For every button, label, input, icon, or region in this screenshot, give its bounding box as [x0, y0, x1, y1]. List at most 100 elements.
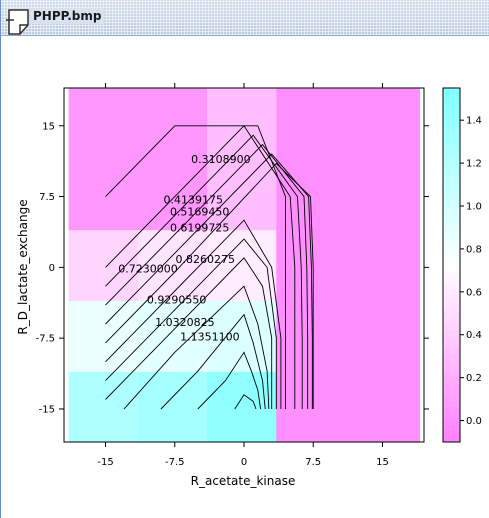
contour-line	[105, 257, 273, 409]
heatmap-cell	[68, 371, 139, 443]
colorbar-tick-label: 0.2	[466, 373, 482, 384]
colorbar-segment	[443, 312, 460, 319]
colorbar-segment	[443, 318, 460, 325]
colorbar-segment	[443, 259, 460, 266]
heatmap-cell	[68, 300, 139, 372]
contour-line	[105, 153, 313, 409]
colorbar-segment	[443, 170, 460, 177]
colorbar-segment	[443, 141, 460, 148]
colorbar-segment	[443, 341, 460, 349]
x-tick-label: 0	[241, 457, 247, 468]
colorbar-segment	[443, 241, 460, 248]
contour-label: 0.8260275	[175, 253, 235, 266]
colorbar-segment	[443, 424, 460, 431]
document-icon[interactable]	[6, 7, 32, 37]
colorbar-segment	[443, 324, 460, 331]
colorbar-segment	[443, 182, 460, 189]
colorbar-segment	[443, 288, 460, 295]
y-tick-label: -7.5	[35, 334, 55, 345]
title-bar[interactable]: PHPP.bmp	[1, 0, 489, 36]
colorbar-segment	[443, 388, 460, 396]
colorbar-segment	[443, 247, 460, 254]
colorbar-segment	[443, 329, 460, 337]
colorbar-segment	[443, 152, 460, 160]
colorbar-segment	[443, 223, 460, 231]
colorbar-segment	[443, 135, 460, 142]
contour-line	[105, 134, 303, 409]
contour-label: 1.0320825	[155, 316, 215, 329]
colorbar-segment	[443, 282, 460, 290]
y-tick-label: -15	[39, 404, 55, 415]
colorbar-segment	[443, 406, 460, 413]
contour-line	[105, 238, 277, 409]
contour-label: 0.7230000	[118, 262, 178, 275]
colorbar-segment	[443, 229, 460, 236]
colorbar-segment	[443, 117, 460, 124]
colorbar-segment	[443, 93, 460, 101]
colorbar: 0.0 0.2 0.4 0.6 0.8 1.0 1.2 1.4	[442, 87, 482, 443]
colorbar-segment	[443, 383, 460, 390]
colorbar-segment	[443, 206, 460, 213]
contour-lines	[105, 125, 314, 410]
contour-label: 0.6199725	[170, 222, 230, 235]
colorbar-tick-label: 1.4	[466, 116, 482, 127]
contour-line	[234, 394, 257, 410]
colorbar-segment	[443, 111, 460, 118]
contour-line	[105, 219, 282, 409]
colorbar-segment	[443, 158, 460, 166]
contour-label: 0.4139175	[163, 193, 223, 206]
contour-label: 1.1351100	[180, 330, 240, 343]
contour-line	[105, 125, 286, 409]
x-tick-label: -15	[97, 457, 113, 468]
colorbar-tick-label: 0.6	[466, 287, 482, 298]
colorbar-segment	[443, 306, 460, 313]
colorbar-segment	[443, 123, 460, 130]
colorbar-frame	[442, 87, 461, 443]
heatmap-cell	[276, 371, 420, 443]
contour-label: 0.5169450	[170, 206, 230, 219]
colorbar-segment	[443, 265, 460, 272]
colorbar-tick-label: 0.8	[466, 244, 482, 255]
colorbar-tick-label: 0.4	[466, 330, 482, 341]
heatmap-cell	[276, 300, 420, 372]
colorbar-segment	[443, 394, 460, 402]
colorbar-segment	[443, 99, 460, 107]
heatmap-cell	[137, 371, 208, 443]
colorbar-segment	[443, 211, 460, 219]
y-axis-label: R_D_lactate_exchange	[16, 199, 30, 334]
heatmap-cell	[68, 88, 139, 231]
y-tick-label: 7.5	[39, 192, 55, 203]
colorbar-tick-label: 0.0	[466, 416, 482, 427]
heatmap-cell	[207, 371, 277, 443]
colorbar-segment	[443, 353, 460, 360]
colorbar-segment	[443, 235, 460, 242]
heatmap-cell	[68, 229, 139, 301]
colorbar-segment	[443, 377, 460, 384]
contour-line	[197, 351, 262, 410]
colorbar-segment	[443, 371, 460, 378]
contour-line	[105, 162, 314, 409]
contour-line	[160, 313, 266, 410]
colorbar-segment	[443, 176, 460, 183]
colorbar-segment	[443, 400, 460, 408]
y-tick-label: 15	[42, 121, 55, 132]
colorbar-segment	[443, 359, 460, 366]
x-tick-label: 7.5	[305, 457, 321, 468]
colorbar-segment	[443, 147, 460, 154]
colorbar-tick-label: 1.2	[466, 159, 482, 170]
x-tick-label: 15	[376, 457, 389, 468]
window-title: PHPP.bmp	[30, 8, 105, 24]
colorbar-segment	[443, 200, 460, 207]
colorbar-segment	[443, 418, 460, 425]
heatmap-cell	[137, 88, 208, 231]
colorbar-segment	[443, 194, 460, 201]
contour-label: 0.3108900	[191, 153, 251, 166]
contour-line	[105, 143, 309, 409]
colorbar-segment	[443, 164, 460, 172]
heatmap-cell	[276, 88, 420, 231]
colorbar-segment	[443, 430, 460, 437]
colorbar-segment	[443, 347, 460, 354]
